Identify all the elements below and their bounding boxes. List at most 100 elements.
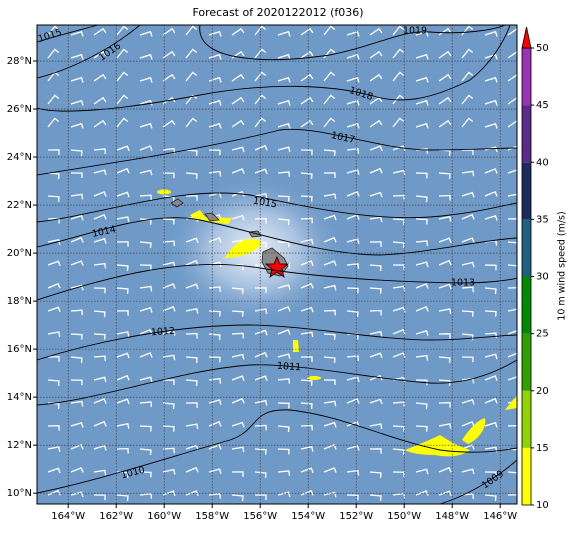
wind-barb xyxy=(116,352,130,359)
wind-barb xyxy=(484,76,498,83)
wind-barb xyxy=(369,398,383,405)
wind-barb xyxy=(438,356,451,363)
wind-barb xyxy=(93,287,106,294)
colorbar-band xyxy=(522,390,531,448)
wind-barb xyxy=(277,402,290,409)
wind-barb xyxy=(208,170,222,177)
wind-barb xyxy=(139,264,152,271)
wind-barb xyxy=(392,71,405,82)
wind-barb xyxy=(300,172,313,180)
x-tick-label: 162°W xyxy=(99,511,133,522)
x-tick-label: 146°W xyxy=(483,511,517,522)
wind-barb xyxy=(392,425,405,432)
wind-barb xyxy=(139,122,153,129)
wind-barb xyxy=(231,73,245,82)
wind-barb xyxy=(231,190,245,197)
wind-barb xyxy=(346,76,360,83)
wind-barb xyxy=(484,471,497,478)
wind-barb xyxy=(484,168,498,174)
wind-barb xyxy=(70,214,84,221)
wind-barb xyxy=(208,333,221,341)
map-frame xyxy=(36,24,518,505)
wind-barb xyxy=(185,172,198,179)
wind-barb xyxy=(438,423,452,429)
wind-barb xyxy=(323,236,337,243)
wind-barb xyxy=(346,376,360,383)
wind-barb xyxy=(323,117,336,128)
wind-barb xyxy=(415,330,429,336)
wind-barb xyxy=(277,30,291,37)
wind-barb xyxy=(139,306,153,313)
wind-barb xyxy=(208,444,222,450)
wind-barb xyxy=(93,213,107,220)
wind-barb xyxy=(484,310,497,317)
wind-barb xyxy=(277,241,290,248)
wind-barb xyxy=(277,448,290,455)
wind-barb xyxy=(369,471,382,478)
wind-barb xyxy=(70,333,83,340)
wind-barb xyxy=(277,171,291,177)
wind-barb xyxy=(185,195,198,201)
y-tick-label: 16°N xyxy=(7,344,32,355)
wind-barb xyxy=(507,241,517,244)
wind-barb xyxy=(277,425,290,433)
wind-barb xyxy=(346,445,360,451)
wind-barb xyxy=(323,260,337,267)
wind-barb xyxy=(139,145,153,151)
wind-barb xyxy=(392,169,406,176)
wind-barb xyxy=(93,376,107,383)
wind-barb xyxy=(208,468,222,474)
wind-barb xyxy=(323,149,336,156)
wind-barb xyxy=(323,214,337,221)
wind-barb xyxy=(254,494,267,501)
wind-barb xyxy=(116,287,129,294)
wind-barb xyxy=(392,194,405,201)
wind-barb xyxy=(93,96,107,105)
wind-barb xyxy=(47,195,60,202)
colorbar-tick-label: 20 xyxy=(536,386,549,397)
colorbar-tick-label: 45 xyxy=(536,100,549,111)
wind-barb xyxy=(323,71,336,82)
wind-barb xyxy=(323,94,336,105)
wind-barb xyxy=(369,264,382,271)
wind-barb xyxy=(162,425,175,432)
wind-barb xyxy=(346,122,360,129)
wind-barb xyxy=(415,402,428,410)
wind-barb xyxy=(369,145,383,151)
wind-barb xyxy=(438,466,452,473)
wind-barb xyxy=(162,172,175,179)
wind-barb xyxy=(185,444,199,451)
wind-barb xyxy=(93,73,107,82)
wind-barb xyxy=(231,146,245,153)
contour-label: 1015 xyxy=(252,195,278,210)
wind-barb xyxy=(185,117,198,128)
wind-barb xyxy=(47,117,60,128)
wind-barb xyxy=(185,379,198,386)
wind-barb xyxy=(254,168,268,175)
wind-barb xyxy=(484,397,498,404)
wind-barb xyxy=(162,73,176,82)
wind-barb xyxy=(254,117,267,128)
wind-barb xyxy=(300,195,313,202)
wind-barb xyxy=(415,218,428,225)
star-marker xyxy=(264,255,290,278)
wind-barb xyxy=(346,191,360,197)
wind-barb xyxy=(70,122,84,129)
colorbar-tick-label: 50 xyxy=(536,43,549,54)
wind-barb xyxy=(185,71,198,82)
wind-barb xyxy=(93,355,106,362)
wind-barb xyxy=(116,241,129,247)
wind-barb xyxy=(415,76,429,83)
wind-barb xyxy=(116,94,129,105)
wind-barb xyxy=(323,467,337,473)
wind-barb xyxy=(323,443,337,450)
wind-barb xyxy=(461,237,475,243)
wind-barb xyxy=(93,398,107,404)
wind-barb xyxy=(93,310,106,318)
wind-barb xyxy=(346,238,360,244)
wind-barb xyxy=(47,282,61,289)
wind-barb xyxy=(254,192,268,199)
wind-barb xyxy=(323,193,337,200)
colorbar-band xyxy=(522,333,531,391)
wind-barb xyxy=(93,444,107,451)
